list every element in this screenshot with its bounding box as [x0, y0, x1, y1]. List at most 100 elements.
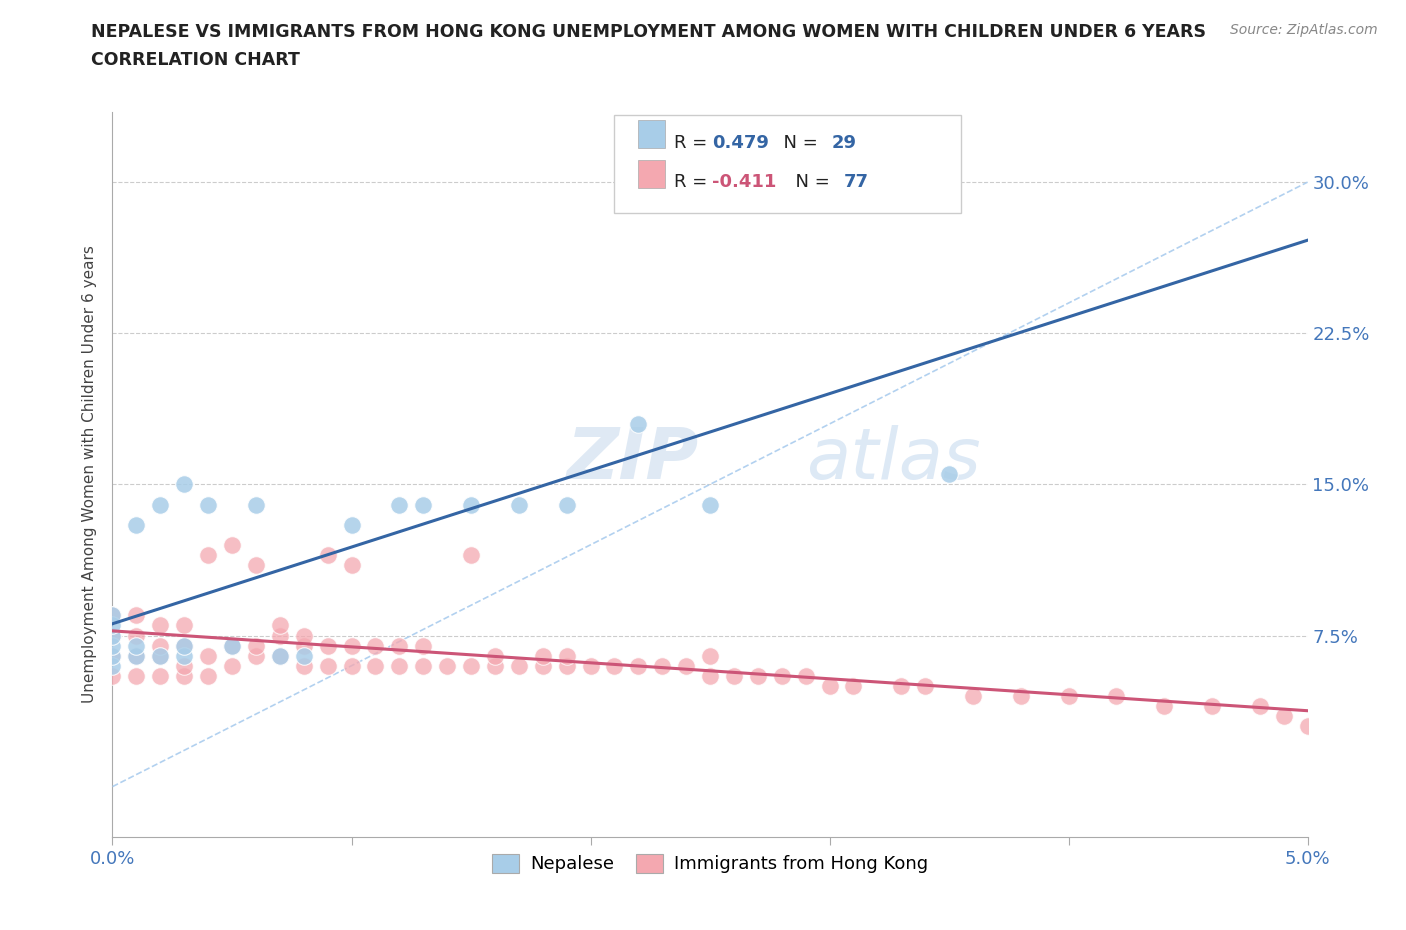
Point	[914, 679, 936, 694]
Point	[675, 658, 697, 673]
Point	[125, 648, 148, 663]
Point	[125, 648, 148, 663]
Point	[1010, 688, 1032, 703]
Point	[508, 498, 530, 512]
Text: Source: ZipAtlas.com: Source: ZipAtlas.com	[1230, 23, 1378, 37]
Point	[340, 558, 363, 573]
Point	[364, 638, 387, 653]
Point	[197, 498, 219, 512]
Text: R =: R =	[675, 173, 713, 191]
FancyBboxPatch shape	[614, 115, 962, 213]
Point	[149, 648, 172, 663]
Point	[460, 658, 482, 673]
Point	[508, 658, 530, 673]
Point	[340, 638, 363, 653]
Point	[579, 658, 602, 673]
Point	[1249, 698, 1271, 713]
Point	[269, 628, 291, 643]
Point	[292, 628, 315, 643]
Point	[388, 498, 411, 512]
Point	[149, 638, 172, 653]
Point	[794, 669, 817, 684]
Point	[292, 648, 315, 663]
Text: N =: N =	[785, 173, 835, 191]
Point	[555, 498, 578, 512]
Point	[245, 638, 267, 653]
Point	[173, 638, 195, 653]
Point	[938, 467, 960, 482]
Point	[101, 669, 124, 684]
Point	[699, 498, 721, 512]
Point	[340, 658, 363, 673]
Point	[173, 477, 195, 492]
Point	[484, 658, 506, 673]
Point	[173, 658, 195, 673]
Text: 77: 77	[844, 173, 869, 191]
Point	[197, 548, 219, 563]
Point	[101, 608, 124, 623]
Point	[770, 195, 793, 210]
Point	[173, 618, 195, 633]
Point	[436, 658, 458, 673]
Point	[101, 648, 124, 663]
Point	[316, 548, 339, 563]
Point	[149, 498, 172, 512]
Point	[316, 638, 339, 653]
Point	[818, 679, 841, 694]
Point	[699, 669, 721, 684]
Point	[149, 618, 172, 633]
Point	[173, 648, 195, 663]
Point	[221, 658, 243, 673]
Point	[651, 658, 673, 673]
Point	[101, 618, 124, 633]
Point	[460, 548, 482, 563]
Point	[388, 638, 411, 653]
Point	[149, 648, 172, 663]
Point	[770, 669, 793, 684]
Point	[269, 648, 291, 663]
Point	[101, 608, 124, 623]
Point	[101, 658, 124, 673]
Point	[699, 648, 721, 663]
Point	[221, 638, 243, 653]
Point	[292, 658, 315, 673]
Text: ZIP: ZIP	[567, 425, 699, 494]
Point	[531, 648, 554, 663]
Point	[125, 669, 148, 684]
Point	[101, 648, 124, 663]
Text: NEPALESE VS IMMIGRANTS FROM HONG KONG UNEMPLOYMENT AMONG WOMEN WITH CHILDREN UND: NEPALESE VS IMMIGRANTS FROM HONG KONG UN…	[91, 23, 1206, 41]
Point	[101, 638, 124, 653]
Point	[125, 517, 148, 532]
Point	[723, 669, 745, 684]
Point	[1201, 698, 1223, 713]
Point	[460, 498, 482, 512]
Point	[627, 658, 650, 673]
Point	[245, 648, 267, 663]
Point	[173, 638, 195, 653]
Text: atlas: atlas	[806, 425, 980, 494]
Point	[364, 658, 387, 673]
Point	[149, 669, 172, 684]
Point	[221, 638, 243, 653]
Point	[197, 669, 219, 684]
Text: 0.479: 0.479	[713, 134, 769, 153]
Point	[101, 628, 124, 643]
Point	[292, 638, 315, 653]
Point	[627, 417, 650, 432]
Point	[125, 638, 148, 653]
Point	[962, 688, 984, 703]
Point	[747, 669, 769, 684]
Point	[890, 679, 912, 694]
Legend: Nepalese, Immigrants from Hong Kong: Nepalese, Immigrants from Hong Kong	[484, 845, 936, 883]
Text: R =: R =	[675, 134, 713, 153]
Point	[125, 628, 148, 643]
Point	[412, 658, 434, 673]
Point	[269, 618, 291, 633]
Point	[555, 658, 578, 673]
Point	[555, 648, 578, 663]
Point	[1057, 688, 1080, 703]
Point	[245, 498, 267, 512]
Point	[1153, 698, 1175, 713]
Point	[531, 658, 554, 673]
Text: -0.411: -0.411	[713, 173, 776, 191]
